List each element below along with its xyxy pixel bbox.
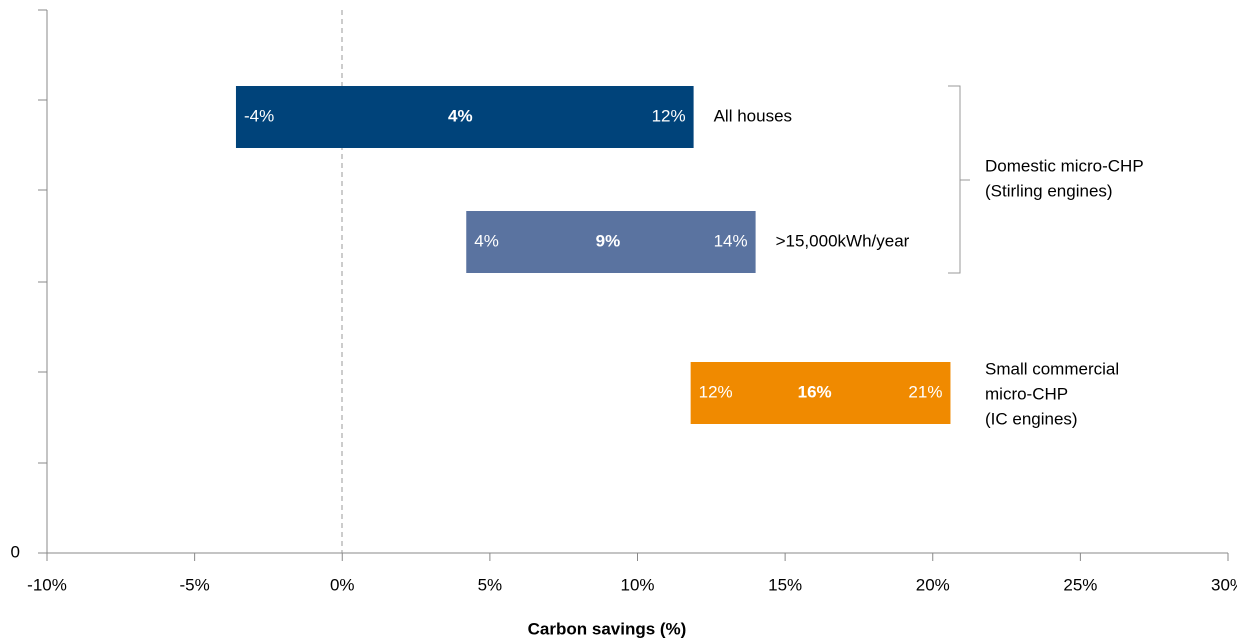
x-tick-label: 0%: [330, 575, 355, 594]
y-minor-ticks: [38, 9, 47, 464]
x-tick-label: -5%: [180, 575, 210, 594]
x-tick-label: -10%: [27, 575, 67, 594]
bar: [235, 86, 694, 148]
x-tick-label: 15%: [768, 575, 802, 594]
group-bracket: [948, 85, 970, 274]
bar: [690, 362, 951, 424]
x-tick-label: 25%: [1063, 575, 1097, 594]
bar: [466, 211, 756, 273]
x-tick-label: 10%: [620, 575, 654, 594]
x-tick-label: 20%: [916, 575, 950, 594]
y-tick-label: 0: [11, 542, 20, 561]
category-label: >15,000kWh/year: [776, 231, 910, 250]
category-label: All houses: [714, 106, 792, 125]
high-label: 12%: [652, 106, 686, 125]
group-label: micro-CHP: [985, 384, 1068, 403]
central-label: 4%: [448, 106, 473, 125]
x-tick-label: 30%: [1211, 575, 1237, 594]
group-label: Domestic micro-CHP: [985, 156, 1144, 175]
x-axis-label: Carbon savings (%): [528, 619, 687, 638]
high-label: 14%: [714, 231, 748, 250]
x-tick-label: 5%: [478, 575, 503, 594]
central-label: 16%: [798, 382, 832, 401]
group-label: (Stirling engines): [985, 181, 1113, 200]
group-label: Small commercial: [985, 359, 1119, 378]
low-label: 12%: [699, 382, 733, 401]
group-label: (IC engines): [985, 409, 1078, 428]
low-label: 4%: [474, 231, 499, 250]
low-label: -4%: [244, 106, 274, 125]
high-label: 21%: [908, 382, 942, 401]
central-label: 9%: [596, 231, 621, 250]
